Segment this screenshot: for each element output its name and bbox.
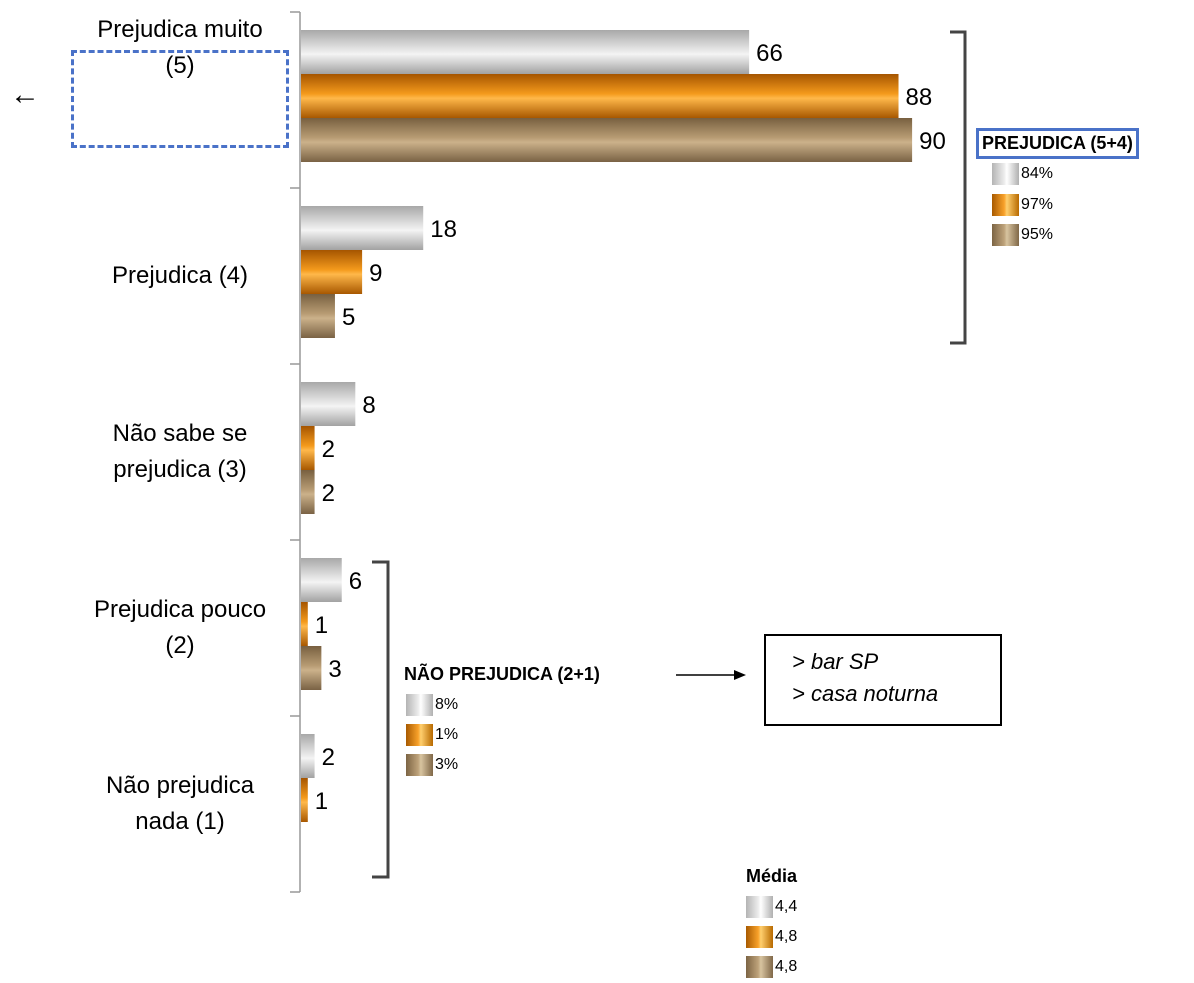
summary-top-value-3: 95% [1021, 226, 1054, 243]
bar-series-3-cat-3 [301, 470, 315, 514]
orange-swatch [406, 724, 433, 746]
bar-series-1-cat-5 [301, 734, 315, 778]
summary-top-row-2: 97% [992, 194, 1053, 216]
category-label-line: Não sabe se [112, 420, 248, 447]
bar-series-2-cat-1 [301, 74, 899, 118]
orange-swatch [746, 926, 773, 948]
summary-top-value-1: 84% [1021, 165, 1054, 182]
value-label: 18 [430, 216, 457, 243]
average-row-3: 4,8 [746, 956, 797, 978]
category-label-4: Prejudica pouco (2) [55, 592, 305, 664]
bar-series-2-cat-3 [301, 426, 315, 470]
category-label-line: Não prejudica [105, 772, 255, 799]
average-title: Média [746, 866, 798, 886]
note-box: > bar SP > casa noturna [764, 634, 1002, 726]
summary-bottom-value-3: 3% [435, 756, 459, 773]
category-label-3: Não sabe se prejudica (3) [55, 416, 305, 488]
value-label: 2 [322, 480, 335, 507]
bottom-bracket [372, 560, 390, 879]
value-label: 1 [315, 612, 328, 639]
tan-swatch [746, 956, 773, 978]
gray-swatch [406, 694, 433, 716]
average-row-2: 4,8 [746, 926, 797, 948]
summary-top-row-1: 84% [992, 163, 1053, 185]
tan-swatch [992, 224, 1019, 246]
value-label: 8 [362, 392, 375, 419]
value-label: 5 [342, 304, 355, 331]
summary-bottom-value-2: 1% [435, 726, 459, 743]
top-bracket [950, 30, 967, 345]
average-row-1: 4,4 [746, 896, 797, 918]
bar-series-3-cat-4 [301, 646, 322, 690]
category-label-5: Não prejudica nada (1) [55, 768, 305, 840]
value-label: 9 [369, 260, 382, 287]
average-value-3: 4,8 [775, 958, 798, 975]
note-line-2: > casa noturna [792, 681, 939, 706]
summary-top-value-2: 97% [1021, 196, 1054, 213]
connector-arrow-head [734, 670, 746, 680]
value-label: 88 [906, 84, 933, 111]
average-value-2: 4,8 [775, 928, 798, 945]
value-label: 2 [322, 744, 335, 771]
summary-bottom-row-2: 1% [406, 724, 458, 746]
bar-series-2-cat-2 [301, 250, 363, 294]
category-label-line: (2) [165, 632, 195, 659]
average-value-1: 4,4 [775, 898, 798, 915]
bar-series-1-cat-3 [301, 382, 356, 426]
summary-bottom-title: NÃO PREJUDICA (2+1) [404, 664, 600, 684]
value-label: 6 [349, 568, 362, 595]
orange-swatch [992, 194, 1019, 216]
category-label-line: nada (1) [135, 808, 225, 835]
tan-swatch [406, 754, 433, 776]
highlight-dashed-box [71, 50, 289, 148]
note-line-1: > bar SP [792, 649, 879, 674]
category-label-line: (5) [165, 52, 195, 79]
bar-series-2-cat-4 [301, 602, 308, 646]
summary-bottom-row-1: 8% [406, 694, 458, 716]
bar-series-1-cat-1 [301, 30, 750, 74]
category-label-line: prejudica (3) [113, 456, 247, 483]
category-label-line: Prejudica (4) [111, 262, 249, 289]
value-label: 90 [919, 128, 946, 155]
value-label: 3 [328, 656, 341, 683]
bar-series-2-cat-5 [301, 778, 308, 822]
bar-series-1-cat-2 [301, 206, 424, 250]
category-label-2: Prejudica (4) [55, 258, 305, 294]
summary-top-title: PREJUDICA (5+4) [976, 128, 1139, 159]
summary-top-row-3: 95% [992, 224, 1053, 246]
bar-series-3-cat-1 [301, 118, 913, 162]
summary-bottom-value-1: 8% [435, 696, 459, 713]
gray-swatch [746, 896, 773, 918]
value-label: 66 [756, 40, 783, 67]
category-label-line: Prejudica pouco [93, 596, 267, 623]
value-label: 1 [315, 788, 328, 815]
category-label-line: Prejudica muito [97, 16, 263, 43]
value-label: 2 [322, 436, 335, 463]
left-arrow-icon: ← [10, 78, 40, 111]
gray-swatch [992, 163, 1019, 185]
bar-series-3-cat-2 [301, 294, 335, 338]
bar-series-1-cat-4 [301, 558, 342, 602]
category-label-1: Prejudica muito (5) [55, 12, 305, 84]
summary-bottom-row-3: 3% [406, 754, 458, 776]
